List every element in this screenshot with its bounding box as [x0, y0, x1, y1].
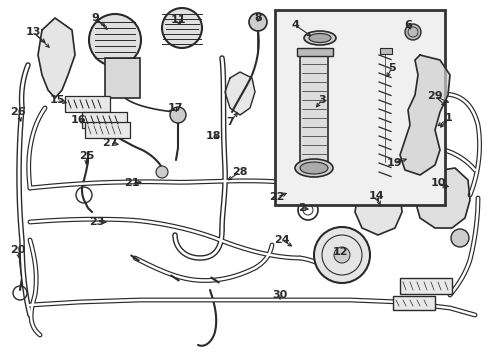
Bar [82, 112, 127, 128]
Bar [299, 52, 327, 162]
Text: 28: 28 [232, 167, 247, 177]
Bar [296, 48, 332, 56]
Circle shape [170, 107, 185, 123]
Circle shape [248, 13, 266, 31]
Text: 25: 25 [79, 151, 95, 161]
Ellipse shape [294, 159, 332, 177]
FancyArrowPatch shape [171, 275, 178, 280]
Text: 4: 4 [290, 20, 298, 30]
Text: 18: 18 [205, 131, 220, 141]
Text: 13: 13 [25, 27, 41, 37]
Bar [399, 278, 451, 294]
Bar [105, 58, 140, 98]
Polygon shape [414, 168, 469, 228]
Text: 14: 14 [367, 191, 383, 201]
Text: 3: 3 [318, 95, 325, 105]
Text: 21: 21 [124, 178, 140, 188]
Text: 6: 6 [403, 20, 411, 30]
Text: 26: 26 [10, 107, 26, 117]
Bar [65, 96, 110, 112]
Text: 11: 11 [170, 15, 185, 25]
Text: 1: 1 [444, 113, 452, 123]
Text: 19: 19 [386, 158, 402, 168]
Bar [379, 48, 391, 54]
Polygon shape [354, 182, 401, 235]
Text: 2: 2 [298, 203, 305, 213]
Text: 5: 5 [387, 63, 395, 73]
Circle shape [156, 166, 168, 178]
Text: 20: 20 [10, 245, 26, 255]
Ellipse shape [162, 8, 202, 48]
Polygon shape [224, 72, 254, 115]
Text: 15: 15 [49, 95, 64, 105]
Bar [274, 10, 444, 205]
FancyArrowPatch shape [131, 256, 139, 260]
Text: 10: 10 [429, 178, 445, 188]
Text: 7: 7 [225, 117, 233, 127]
Text: 8: 8 [254, 13, 262, 23]
Circle shape [404, 24, 420, 40]
Text: 23: 23 [89, 217, 104, 227]
Text: 17: 17 [167, 103, 183, 113]
Bar [85, 122, 130, 138]
Text: 12: 12 [331, 247, 347, 257]
Text: 30: 30 [272, 290, 287, 300]
Ellipse shape [308, 33, 330, 42]
Circle shape [313, 227, 369, 283]
Text: 27: 27 [102, 138, 118, 148]
Circle shape [450, 229, 468, 247]
Polygon shape [38, 18, 75, 98]
Text: 24: 24 [274, 235, 289, 245]
Ellipse shape [89, 14, 141, 66]
Polygon shape [399, 55, 449, 175]
Ellipse shape [299, 162, 327, 174]
Text: 22: 22 [269, 192, 284, 202]
Text: 29: 29 [427, 91, 442, 101]
Ellipse shape [304, 31, 335, 45]
FancyArrowPatch shape [211, 278, 218, 283]
Circle shape [333, 247, 349, 263]
Text: 9: 9 [91, 13, 99, 23]
Text: 16: 16 [70, 115, 85, 125]
Bar [392, 296, 434, 310]
